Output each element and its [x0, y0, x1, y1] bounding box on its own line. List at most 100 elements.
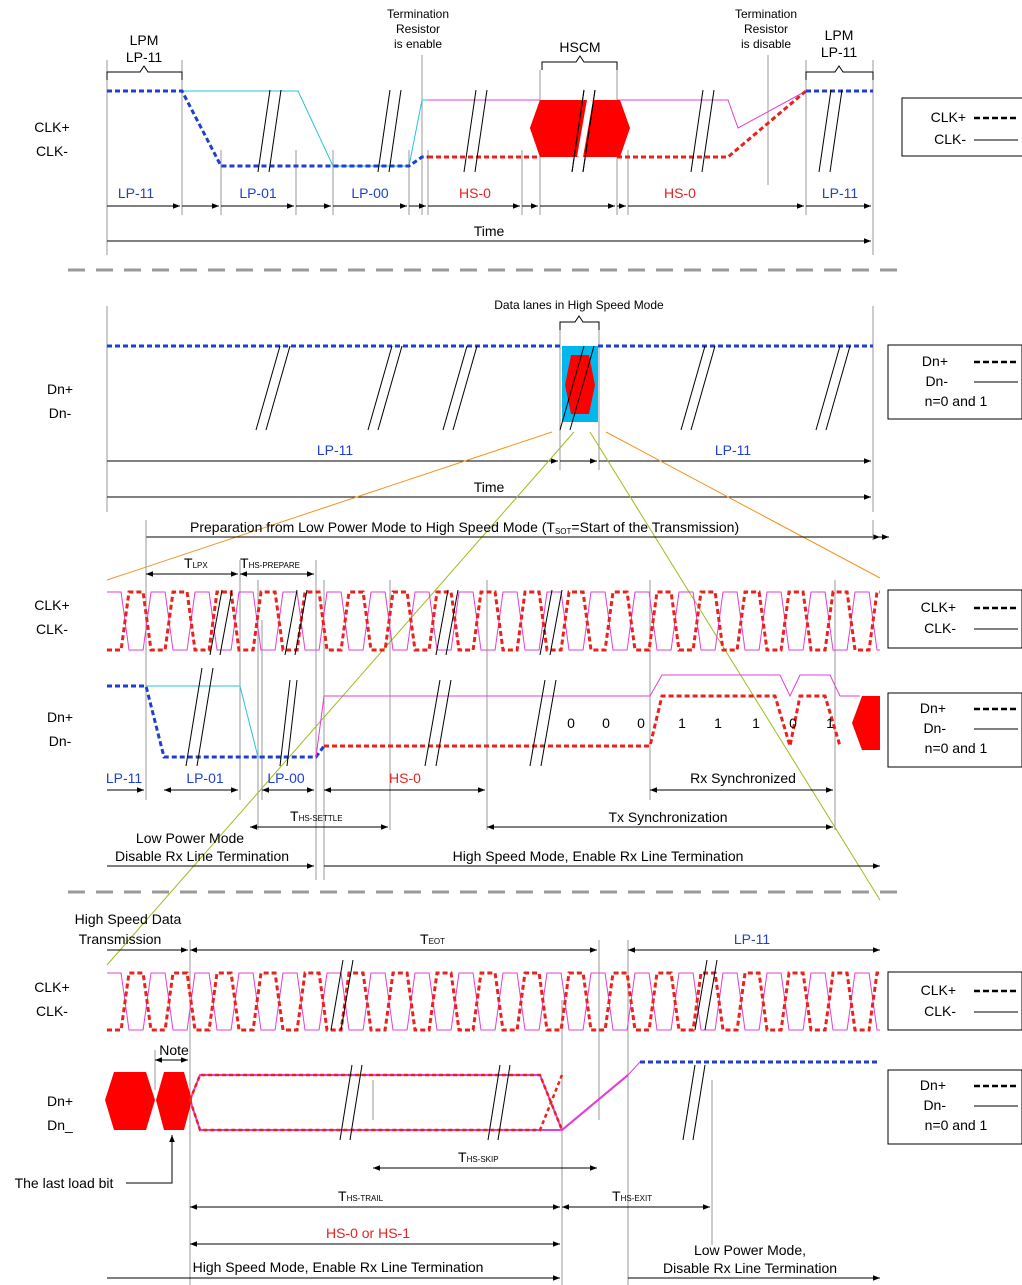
- clk-plus-label-4: CLK+: [34, 979, 69, 995]
- dn-minus-label-3: Dn-: [49, 733, 72, 749]
- section-data-lane-overview: Data lanes in High Speed Mode Dn+ Dn- LP…: [47, 298, 1022, 512]
- break-marks-3b: [185, 667, 557, 767]
- time-boundaries: [106, 55, 874, 255]
- dn-plus-label: Dn+: [47, 381, 73, 397]
- svg-text:CLK-: CLK-: [934, 131, 966, 147]
- hsm-label-3: High Speed Mode, Enable Rx Line Terminat…: [453, 848, 744, 864]
- svg-text:0: 0: [637, 715, 645, 731]
- teot-label: TEOT: [420, 931, 445, 947]
- prep-label: Preparation from Low Power Mode to High …: [190, 519, 739, 536]
- clk-plus-lp-trace: [107, 89, 428, 168]
- svg-text:Dn-: Dn-: [923, 1097, 946, 1113]
- svg-text:CLK+: CLK+: [931, 109, 966, 125]
- state-lp01: LP-01: [239, 185, 277, 201]
- state-lp00: LP-00: [351, 185, 389, 201]
- lp11-top-label: LP-11: [126, 49, 163, 65]
- clk-minus-hs-trace-2: [617, 90, 807, 129]
- dn-plus-lp: [107, 684, 326, 759]
- svg-text:1: 1: [752, 715, 760, 731]
- note-label: Note: [159, 1042, 189, 1058]
- state-hs0-2: HS-0: [664, 185, 696, 201]
- hscm-label: HSCM: [559, 39, 600, 55]
- svg-text:n=0 and 1: n=0 and 1: [925, 1117, 988, 1133]
- thsskip-label: THS-SKIP: [458, 1149, 499, 1165]
- svg-text:CLK+: CLK+: [921, 982, 956, 998]
- tlpx-label: TLPX: [184, 555, 208, 571]
- legend-clk-1: CLK+ CLK-: [901, 97, 1022, 157]
- section-preparation: Preparation from Low Power Mode to High …: [34, 519, 1022, 880]
- clk-plus-label: CLK+: [34, 119, 69, 135]
- svg-text:Dn-: Dn-: [923, 720, 946, 736]
- term-enable-1: Termination: [387, 7, 449, 21]
- term-disable-1: Termination: [735, 7, 797, 21]
- dn-plus-hs: [324, 694, 842, 748]
- legend-dn-2: Dn+ Dn- n=0 and 1: [887, 692, 1022, 768]
- section-clock-lane: LPM LP-11 Termination Resistor is enable…: [34, 7, 1022, 255]
- break-marks-2: [255, 345, 851, 431]
- term-enable-2: Resistor: [396, 22, 440, 36]
- thstrail-label: THS-TRAIL: [338, 1188, 384, 1204]
- lpm-label-3a: Low Power Mode: [136, 830, 244, 846]
- legend-clk-3: CLK+ CLK-: [887, 971, 1022, 1031]
- clk-waveform-3: [107, 590, 880, 652]
- svg-text:CLK+: CLK+: [921, 599, 956, 615]
- lpm-label-4a: Low Power Mode,: [694, 1242, 806, 1258]
- svg-text:Dn+: Dn+: [922, 353, 948, 369]
- dn-minus-label-4: Dn_: [47, 1117, 73, 1133]
- lp11-label-4: LP-11: [734, 931, 771, 947]
- dn-trail-upper-red: [188, 1073, 564, 1131]
- time-label: Time: [474, 223, 505, 239]
- clk-plus-label-3: CLK+: [34, 597, 69, 613]
- svg-text:1: 1: [678, 715, 686, 731]
- lpm-label-3b: Disable Rx Line Termination: [115, 848, 289, 864]
- arrows-3: [107, 787, 880, 869]
- svg-text:n=0 and 1: n=0 and 1: [925, 740, 988, 756]
- boundaries-4: [154, 940, 713, 1285]
- lpm-bracket: [106, 65, 183, 80]
- rx-sync-label: Rx Synchronized: [690, 770, 796, 786]
- time-label-2: Time: [474, 479, 505, 495]
- last-load-bit-pointer: [126, 1135, 175, 1184]
- svg-text:1: 1: [714, 715, 722, 731]
- dn-burst-1: [105, 1072, 155, 1130]
- term-enable-3: is enable: [394, 37, 442, 51]
- projection-lines: [106, 431, 881, 966]
- legend-dn-3: Dn+ Dn- n=0 and 1: [887, 1069, 1022, 1145]
- legend-clk-2: CLK+ CLK-: [887, 589, 1022, 649]
- clk-minus-label-3: CLK-: [36, 621, 68, 637]
- tx-sync-label: Tx Synchronization: [608, 809, 727, 825]
- svg-text:0: 0: [567, 715, 575, 731]
- hs0or1-label: HS-0 or HS-1: [326, 1225, 410, 1241]
- hsdt-label-2: Transmission: [79, 931, 162, 947]
- thsexit-label: THS-EXIT: [612, 1188, 652, 1204]
- clk-waveform-4: [107, 971, 880, 1032]
- state-hs0-3: HS-0: [389, 770, 421, 786]
- dn-burst-2: [156, 1072, 192, 1130]
- state-lp00-3: LP-00: [267, 770, 305, 786]
- hscm-bracket: [541, 55, 618, 70]
- term-disable-3: is disable: [741, 37, 791, 51]
- state-lp11: LP-11: [118, 185, 155, 201]
- svg-text:Dn+: Dn+: [920, 700, 946, 716]
- state-arrows: [107, 203, 871, 244]
- lpm-right-bracket: [805, 65, 874, 80]
- lpm-label: LPM: [130, 32, 159, 48]
- hscm-block-right: [617, 100, 630, 157]
- dn-hs-burst-3: [852, 696, 880, 750]
- dn-minus-label: Dn-: [49, 405, 72, 421]
- lpm-label-4b: Disable Rx Line Termination: [663, 1260, 837, 1276]
- hsdt-label-1: High Speed Data: [75, 911, 182, 927]
- break-marks-4a: [330, 959, 718, 1031]
- arrows-2: [107, 458, 871, 500]
- data-lanes-label: Data lanes in High Speed Mode: [494, 298, 664, 312]
- state-lp11-end: LP-11: [822, 185, 859, 201]
- dn-plus-label-4: Dn+: [47, 1093, 73, 1109]
- svg-text:Dn+: Dn+: [920, 1077, 946, 1093]
- lp11-right-top-label: LP-11: [821, 44, 858, 60]
- thssettle-label: THS-SETTLE: [290, 808, 343, 824]
- hs-burst: [565, 355, 595, 414]
- svg-text:Dn-: Dn-: [925, 373, 948, 389]
- dn-plus-label-3: Dn+: [47, 709, 73, 725]
- section-end-of-transmission: High Speed Data Transmission TEOT LP-11 …: [15, 911, 1022, 1285]
